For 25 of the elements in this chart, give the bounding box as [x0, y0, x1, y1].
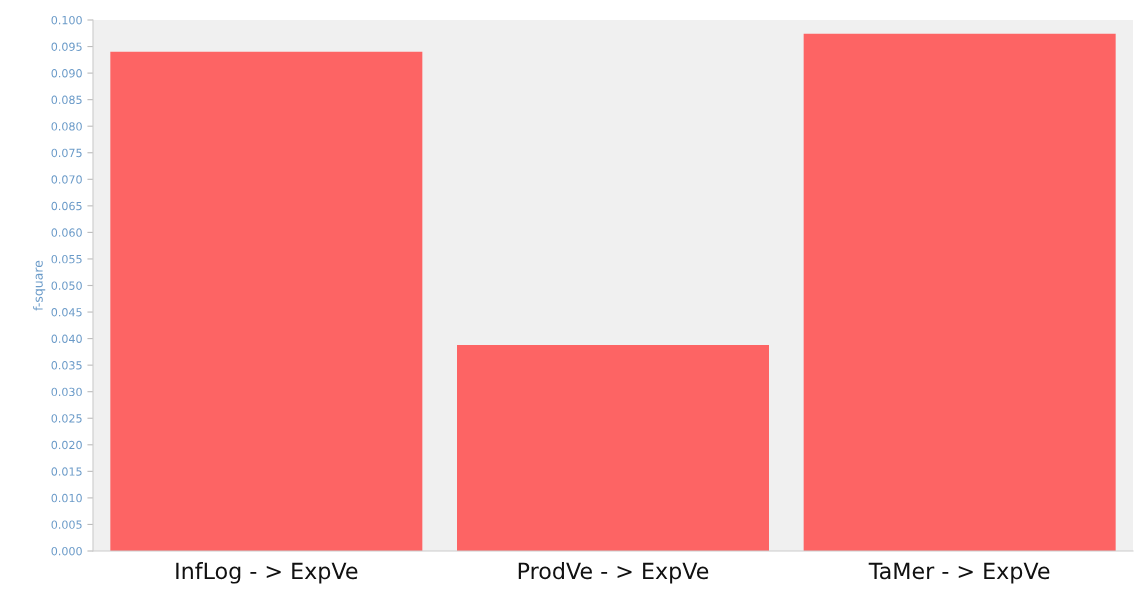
y-tick-label: 0.045 [51, 308, 82, 317]
y-tick-label: 0.005 [51, 520, 82, 529]
y-tick-label: 0.030 [51, 387, 82, 397]
y-tick-label: 0.035 [51, 361, 82, 370]
y-tick-label: 0.065 [51, 201, 82, 211]
y-tick-label: 0.085 [51, 95, 82, 105]
y-axis-title: f-square [33, 260, 46, 311]
y-tick-label: 0.090 [51, 69, 82, 78]
y-tick-label: 0.000 [51, 546, 82, 556]
y-tick-label: 0.010 [51, 493, 82, 503]
x-tick-label: ProdVe - > ExpVe [518, 562, 709, 584]
y-tick-label: 0.075 [51, 148, 82, 158]
x-tick-label: InfLog - > ExpVe [176, 562, 358, 584]
x-tick-label: TaMer - > ExpVe [868, 562, 1050, 584]
y-tick-label: 0.015 [51, 467, 82, 476]
y-tick-label: 0.070 [51, 175, 82, 184]
y-tick-label: 0.100 [51, 15, 82, 25]
y-tick-label: 0.055 [51, 254, 82, 264]
y-tick-label: 0.060 [51, 228, 82, 237]
y-tick-label: 0.025 [51, 414, 82, 423]
y-tick-label: 0.020 [51, 440, 82, 450]
y-tick-label: 0.050 [51, 281, 82, 290]
y-tick-label: 0.040 [51, 334, 82, 343]
y-tick-label: 0.095 [51, 42, 82, 51]
y-tick-label: 0.080 [51, 122, 82, 131]
